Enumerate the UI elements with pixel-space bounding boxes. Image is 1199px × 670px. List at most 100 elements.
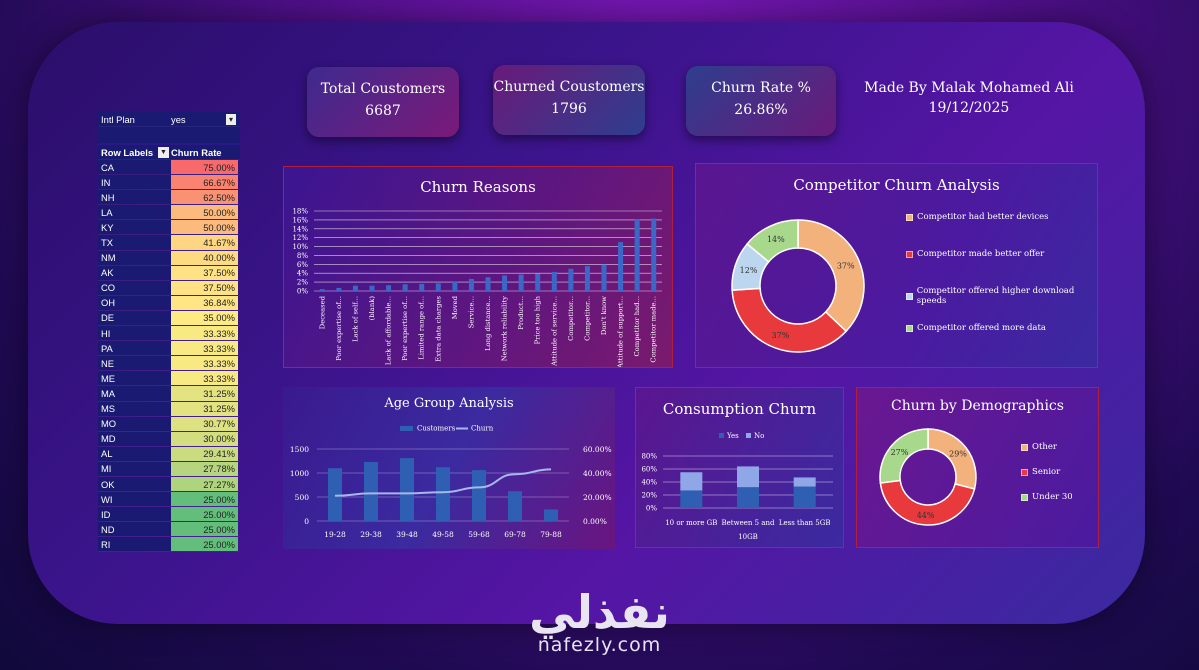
author-date: 19/12/2025 [928, 100, 1010, 116]
x-tick-label: 79-88 [540, 530, 562, 539]
x-tick-label: 10 or more GB [665, 519, 717, 527]
competitor-legend-item: Competitor offered higher download speed… [906, 286, 1097, 306]
legend-swatch [719, 433, 724, 438]
slice-label: 14% [767, 235, 785, 244]
pivot-row: MI 27.78% [98, 461, 240, 477]
legend-swatch [906, 292, 913, 300]
pivot-rate: 25.00% [171, 507, 238, 522]
pivot-row: KY 50.00% [98, 220, 240, 236]
y-right-tick: 40.00% [583, 469, 612, 478]
x-tick-label: 49-58 [432, 530, 454, 539]
x-tick-label: 10GB [738, 533, 758, 541]
bar [584, 266, 590, 291]
demographics-legend-item: Under 30 [1021, 492, 1073, 502]
author-name: Made By Malak Mohamed Ali [864, 80, 1074, 96]
slice-label: 12% [740, 266, 758, 275]
pivot-state: RI [98, 537, 171, 552]
x-tick-label: Less than 5GB [779, 519, 831, 527]
pivot-row: LA 50.00% [98, 205, 240, 221]
pivot-state: CA [98, 160, 171, 175]
pivot-row: WI 25.00% [98, 492, 240, 508]
bar [419, 283, 425, 291]
x-tick-label: (blank) [368, 296, 376, 321]
bar [364, 461, 378, 521]
donut-slice [927, 428, 977, 490]
watermark-arabic: نفذلي [529, 585, 670, 639]
pivot-state: NM [98, 250, 171, 265]
bar [369, 285, 375, 291]
bar [634, 219, 640, 291]
x-tick-label: Competitor had... [633, 296, 641, 357]
bar [402, 284, 408, 291]
slice-label: 37% [771, 331, 789, 340]
bar [435, 283, 441, 291]
legend-label: Churn [471, 425, 494, 433]
y-left-tick: 1000 [290, 469, 309, 478]
slice-label: 29% [949, 450, 967, 459]
pivot-rate: 25.00% [171, 492, 238, 507]
pivot-row: NH 62.50% [98, 190, 240, 206]
slice-label: 44% [917, 511, 935, 520]
churn-line [334, 468, 552, 497]
pivot-row: IN 66.67% [98, 175, 240, 191]
pivot-rate: 27.78% [171, 461, 238, 476]
x-tick-label: Moved [451, 295, 459, 319]
pivot-row: HI 33.33% [98, 326, 240, 342]
pivot-table: Intl Plan yes ▾ Row Labels ▼ Churn Rate … [98, 112, 240, 553]
pivot-rate: 66.67% [171, 175, 238, 190]
y-left-tick: 0 [304, 517, 309, 526]
kpi-total-label: Total Coustomers [320, 81, 446, 97]
kpi-churned-card: Churned Coustomers 1796 [493, 65, 645, 135]
x-tick-label: Attitude of service... [550, 296, 558, 367]
x-tick-label: Competitor... [567, 296, 575, 341]
bar [535, 273, 541, 291]
pivot-rate: 75.00% [171, 160, 238, 175]
y-tick-label: 16% [292, 216, 308, 224]
x-tick-label: Service... [467, 296, 475, 328]
legend-label: Competitor had better devices [917, 212, 1049, 222]
demographics-legend-item: Other [1021, 442, 1057, 452]
pivot-state: OH [98, 295, 171, 310]
kpi-rate-value: 26.86% [734, 102, 788, 118]
bar-yes [680, 490, 703, 508]
kpi-total-card: Total Coustomers 6687 [307, 67, 459, 137]
x-tick-label: Product... [517, 296, 525, 330]
author-block: Made By Malak Mohamed Ali 19/12/2025 [860, 80, 1078, 116]
pivot-row: MS 31.25% [98, 401, 240, 417]
competitor-panel: Competitor Churn Analysis 37% 37% 12% 14% C… [695, 163, 1098, 368]
pivot-gap [98, 143, 240, 145]
pivot-spacer [98, 127, 240, 143]
bar-yes [793, 486, 816, 508]
pivot-state: TX [98, 235, 171, 250]
pivot-state: NH [98, 190, 171, 205]
competitor-title: Competitor Churn Analysis [793, 176, 1000, 194]
y-tick-label: 10% [292, 243, 308, 251]
pivot-rate: 25.00% [171, 537, 238, 552]
pivot-row: MD 30.00% [98, 431, 240, 447]
pivot-rate: 36.84% [171, 295, 238, 310]
pivot-state: ND [98, 522, 171, 537]
kpi-churned-value: 1796 [551, 101, 587, 117]
x-tick-label: Lack of self... [351, 296, 359, 342]
pivot-row: AL 29.41% [98, 446, 240, 462]
pivot-state: CO [98, 280, 171, 295]
x-tick-label: 19-28 [324, 530, 346, 539]
kpi-rate-label: Churn Rate % [711, 80, 811, 96]
pivot-state: ID [98, 507, 171, 522]
x-tick-label: Long distance... [484, 296, 492, 351]
x-tick-label: Competitor... [583, 296, 591, 341]
filter-icon[interactable]: ▾ [226, 113, 236, 125]
pivot-row: OK 27.27% [98, 476, 240, 493]
bar [601, 264, 607, 291]
bar [472, 470, 486, 521]
pivot-filter-row[interactable]: Intl Plan yes ▾ [98, 112, 240, 127]
y-tick-label: 80% [641, 453, 657, 461]
bar [319, 289, 325, 291]
pivot-state: AL [98, 446, 171, 461]
x-tick-label: 29-38 [360, 530, 382, 539]
pivot-state: MA [98, 386, 171, 401]
y-left-tick: 1500 [290, 445, 309, 454]
watermark-latin: nafezly.com [537, 634, 662, 656]
pivot-col-state-header: Row Labels [101, 146, 154, 158]
sort-icon[interactable]: ▼ [158, 146, 169, 158]
